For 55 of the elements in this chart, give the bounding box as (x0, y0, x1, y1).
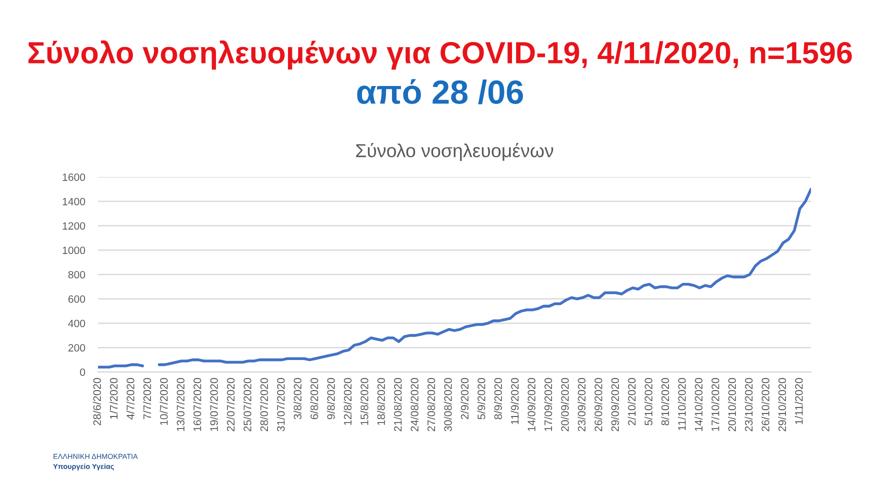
text: Σύνολο νοσηλευομένων (356, 142, 554, 161)
x-tick-label: 5/10/2020 (644, 378, 652, 426)
x-tick-label: 26/10/2020 (761, 378, 770, 432)
x-tick-label: 29/09/2020 (610, 378, 619, 432)
x-tick-label: 21/08/2020 (394, 378, 402, 432)
x-tick-label: 27/08/2020 (427, 378, 436, 432)
x-tick-label: 20/10/2020 (728, 378, 736, 432)
x-tick-label: 6/8/2020 (310, 378, 318, 420)
x-tick-label: 20/09/2020 (560, 378, 569, 432)
y-tick-label: 1600 (62, 173, 86, 181)
y-tick-label: 1400 (62, 198, 86, 206)
x-tick-label: 2/9/2020 (460, 378, 469, 420)
x-tick-label: 11/10/2020 (678, 378, 686, 430)
x-tick-label: 26/09/2020 (594, 378, 602, 432)
y-tick-label: 600 (68, 295, 86, 303)
x-tick-label: 18/8/2020 (377, 378, 385, 425)
x-tick-label: 2/10/2020 (628, 378, 636, 426)
x-tick-label: 8/10/2020 (661, 378, 670, 426)
chart-subtitle: από 28 /06 (357, 79, 523, 104)
x-tick-label: 23/09/2020 (578, 378, 586, 432)
x-tick-label: 25/07/2020 (243, 378, 252, 432)
x-tick-label: 10/7/2020 (160, 378, 168, 425)
x-tick-label: 30/08/2020 (444, 378, 452, 432)
chart-title: Σύνολο νοσηλευομένων για COVID-19, 4/11/2020, n=1596 (28, 40, 852, 70)
x-tick-label: 13/07/2020 (176, 378, 184, 431)
y-tick-label: 200 (68, 344, 86, 352)
x-tick-label: 16/07/2020 (193, 378, 202, 431)
x-tick-label: 1/7/2020 (110, 378, 118, 419)
x-tick-label: 24/08/2020 (410, 378, 418, 432)
x-tick-label: 7/7/2020 (143, 378, 152, 420)
x-tick-label: 14/09/2020 (527, 378, 536, 431)
y-tick-label: 0 (80, 368, 86, 376)
y-tick-label: 1200 (62, 222, 86, 230)
x-tick-label: 31/07/2020 (276, 378, 285, 432)
y-tick-label: 1000 (62, 246, 86, 254)
x-tick-label: 22/07/2020 (226, 378, 235, 432)
x-tick-label: 12/8/2020 (344, 378, 352, 425)
x-tick-label: 28/6/2020 (92, 378, 101, 426)
x-tick-label: 19/07/2020 (210, 378, 218, 431)
x-tick-label: 1/11/2020 (794, 378, 803, 424)
x-tick-label: 3/8/2020 (293, 378, 302, 420)
x-tick-label: 29/10/2020 (778, 378, 786, 432)
x-tick-label: 9/8/2020 (326, 378, 335, 420)
x-tick-label: 15/8/2020 (360, 378, 368, 425)
x-tick-label: 8/9/2020 (494, 378, 502, 420)
x-tick-label: 28/07/2020 (260, 378, 268, 432)
y-tick-label: 400 (68, 320, 86, 328)
x-tick-label: 11/9/2020 (510, 378, 519, 424)
x-tick-label: 23/10/2020 (744, 378, 753, 432)
x-tick-label: 4/7/2020 (126, 378, 134, 420)
y-tick-label: 800 (68, 270, 86, 278)
x-tick-label: 17/10/2020 (711, 378, 720, 431)
x-tick-label: 14/10/2020 (694, 378, 702, 431)
x-tick-label: 5/9/2020 (477, 378, 486, 420)
x-tick-label: 17/09/2020 (544, 378, 552, 431)
